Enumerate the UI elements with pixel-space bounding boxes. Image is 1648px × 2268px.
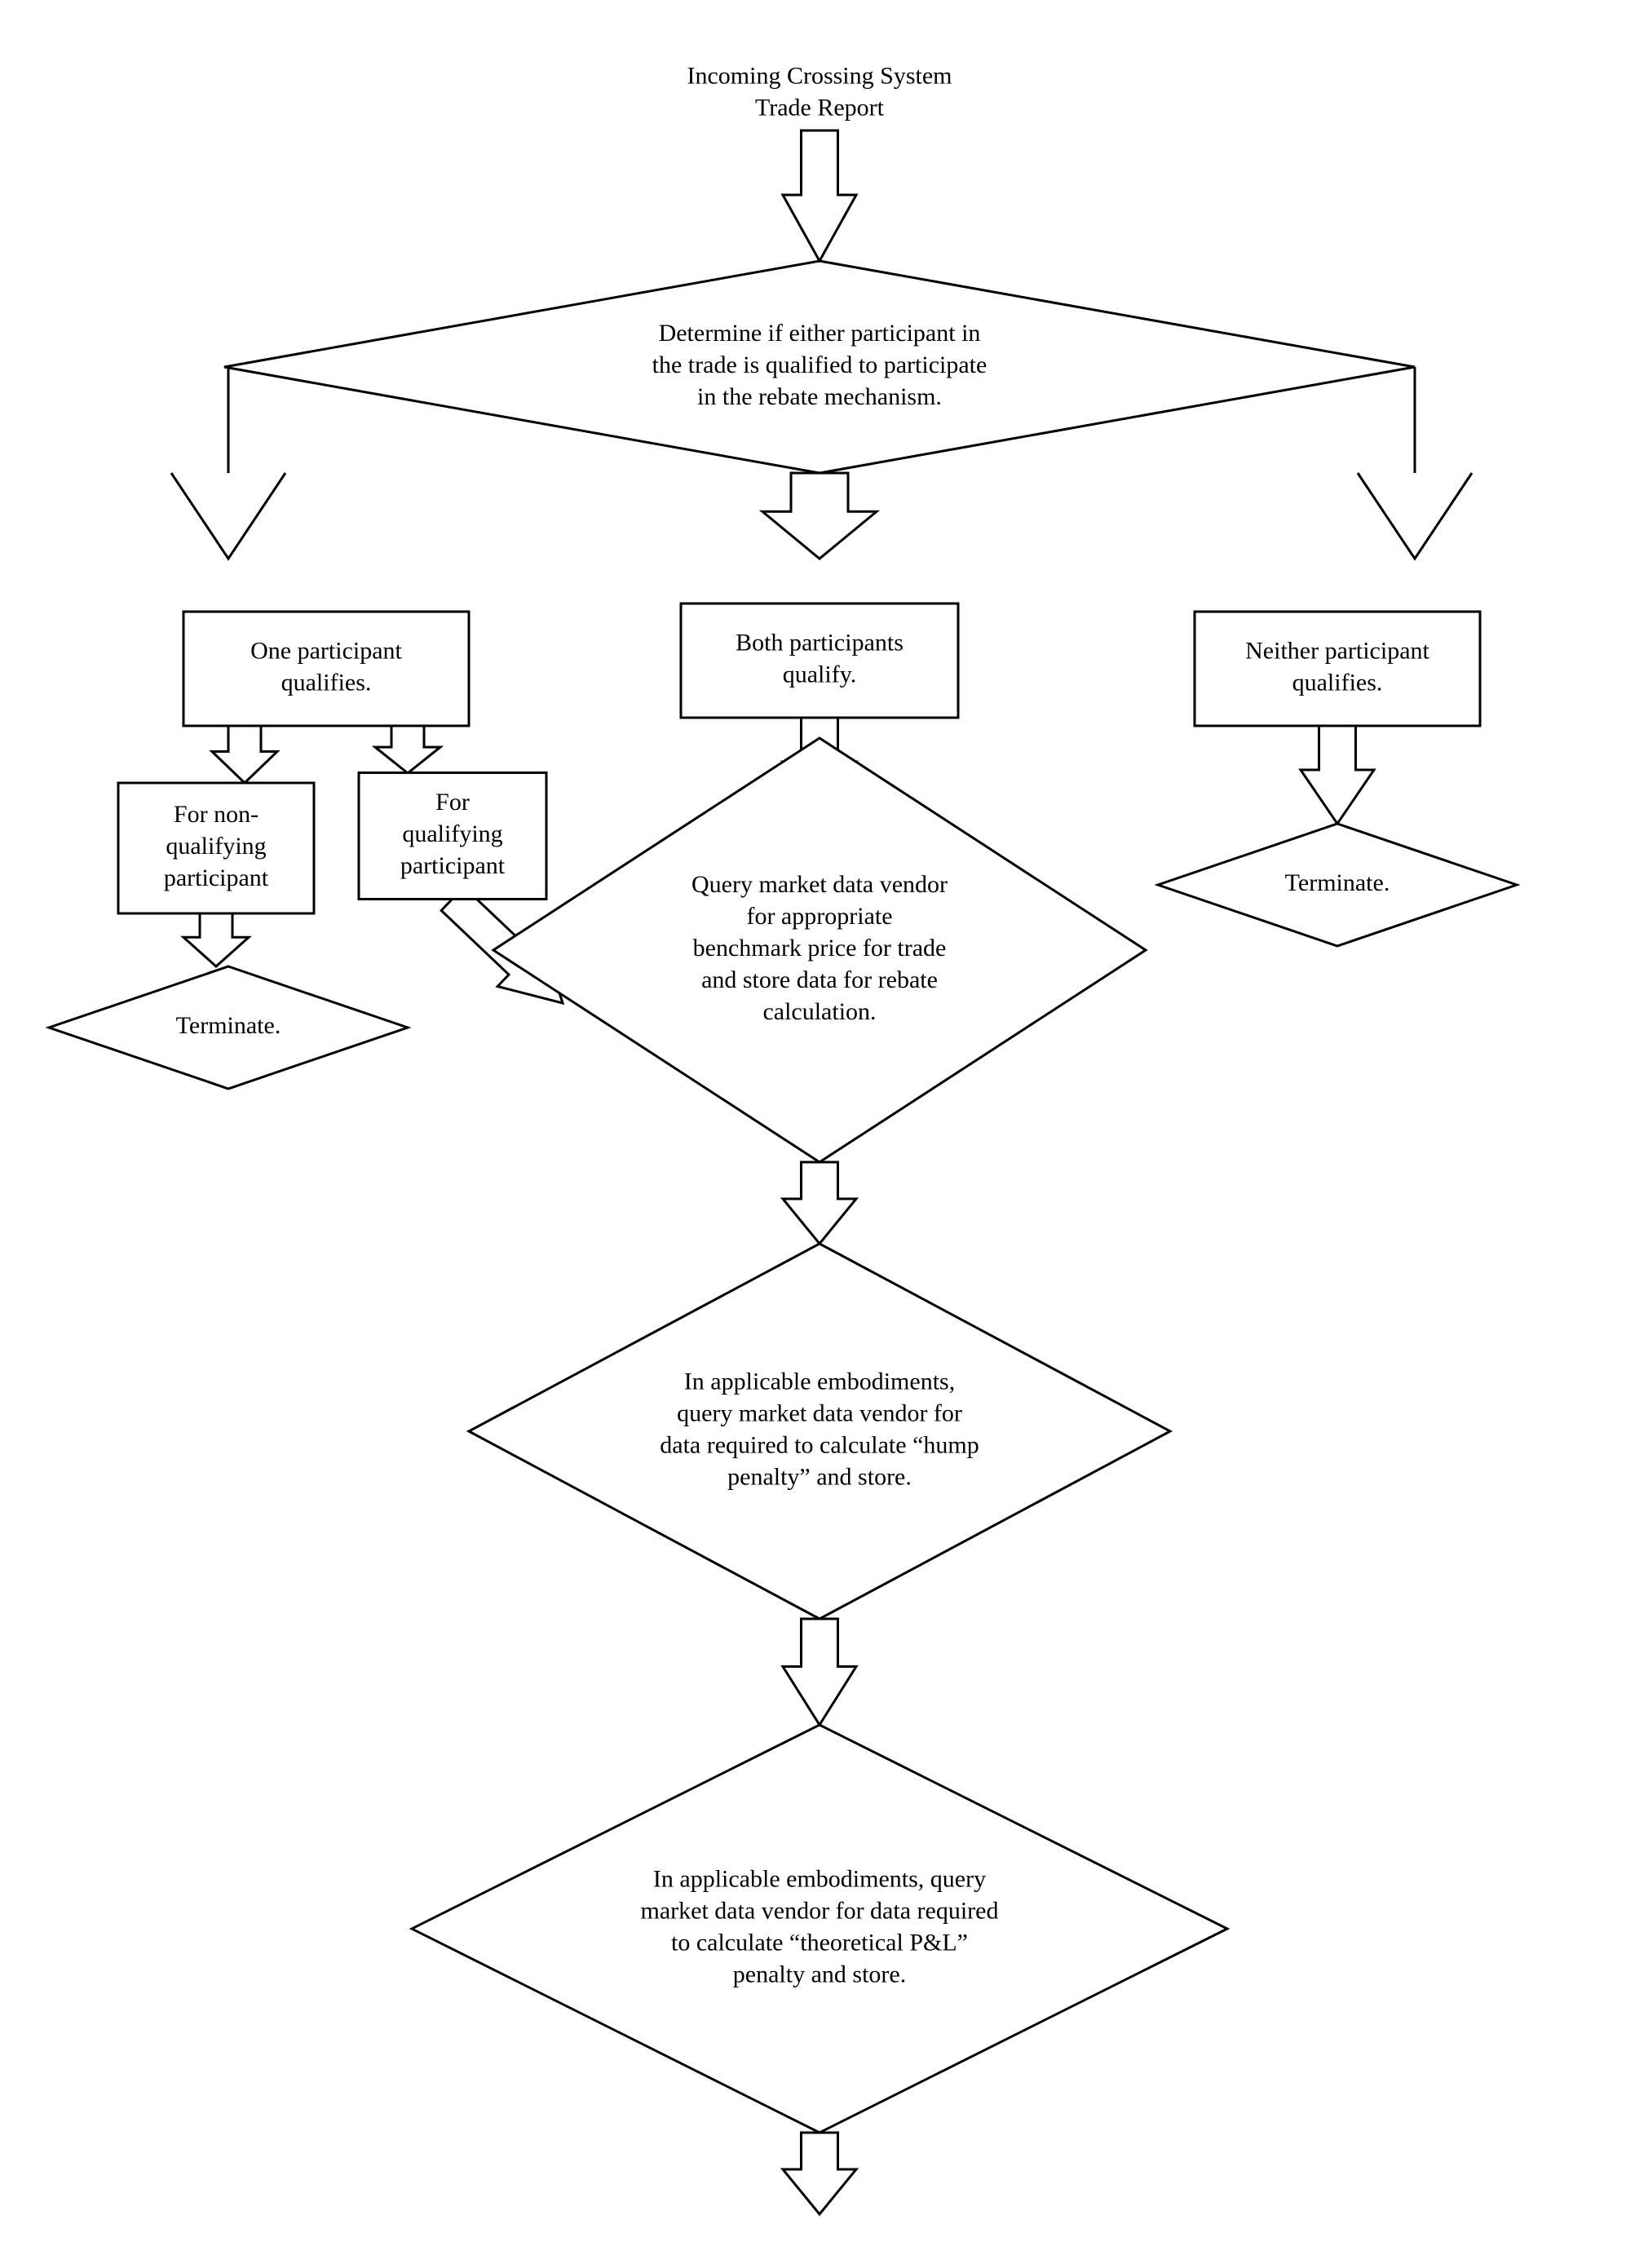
nonq-label: For non-qualifyingparticipant	[164, 801, 269, 891]
arrow	[783, 1162, 856, 1244]
title-label: Incoming Crossing SystemTrade Report	[687, 62, 952, 121]
arrow	[783, 1619, 856, 1725]
decide-label: Determine if either participant inthe tr…	[652, 320, 987, 410]
term_left-label: Terminate.	[176, 1012, 281, 1039]
term_right-label: Terminate.	[1285, 869, 1390, 896]
arrowhead	[1358, 473, 1472, 559]
arrow	[375, 726, 440, 773]
arrow	[762, 473, 877, 559]
arrow	[183, 913, 249, 966]
arrowhead	[171, 473, 285, 559]
arrow	[783, 2133, 856, 2214]
arrow	[783, 130, 856, 261]
arrow	[1301, 726, 1374, 824]
arrow	[212, 726, 277, 783]
